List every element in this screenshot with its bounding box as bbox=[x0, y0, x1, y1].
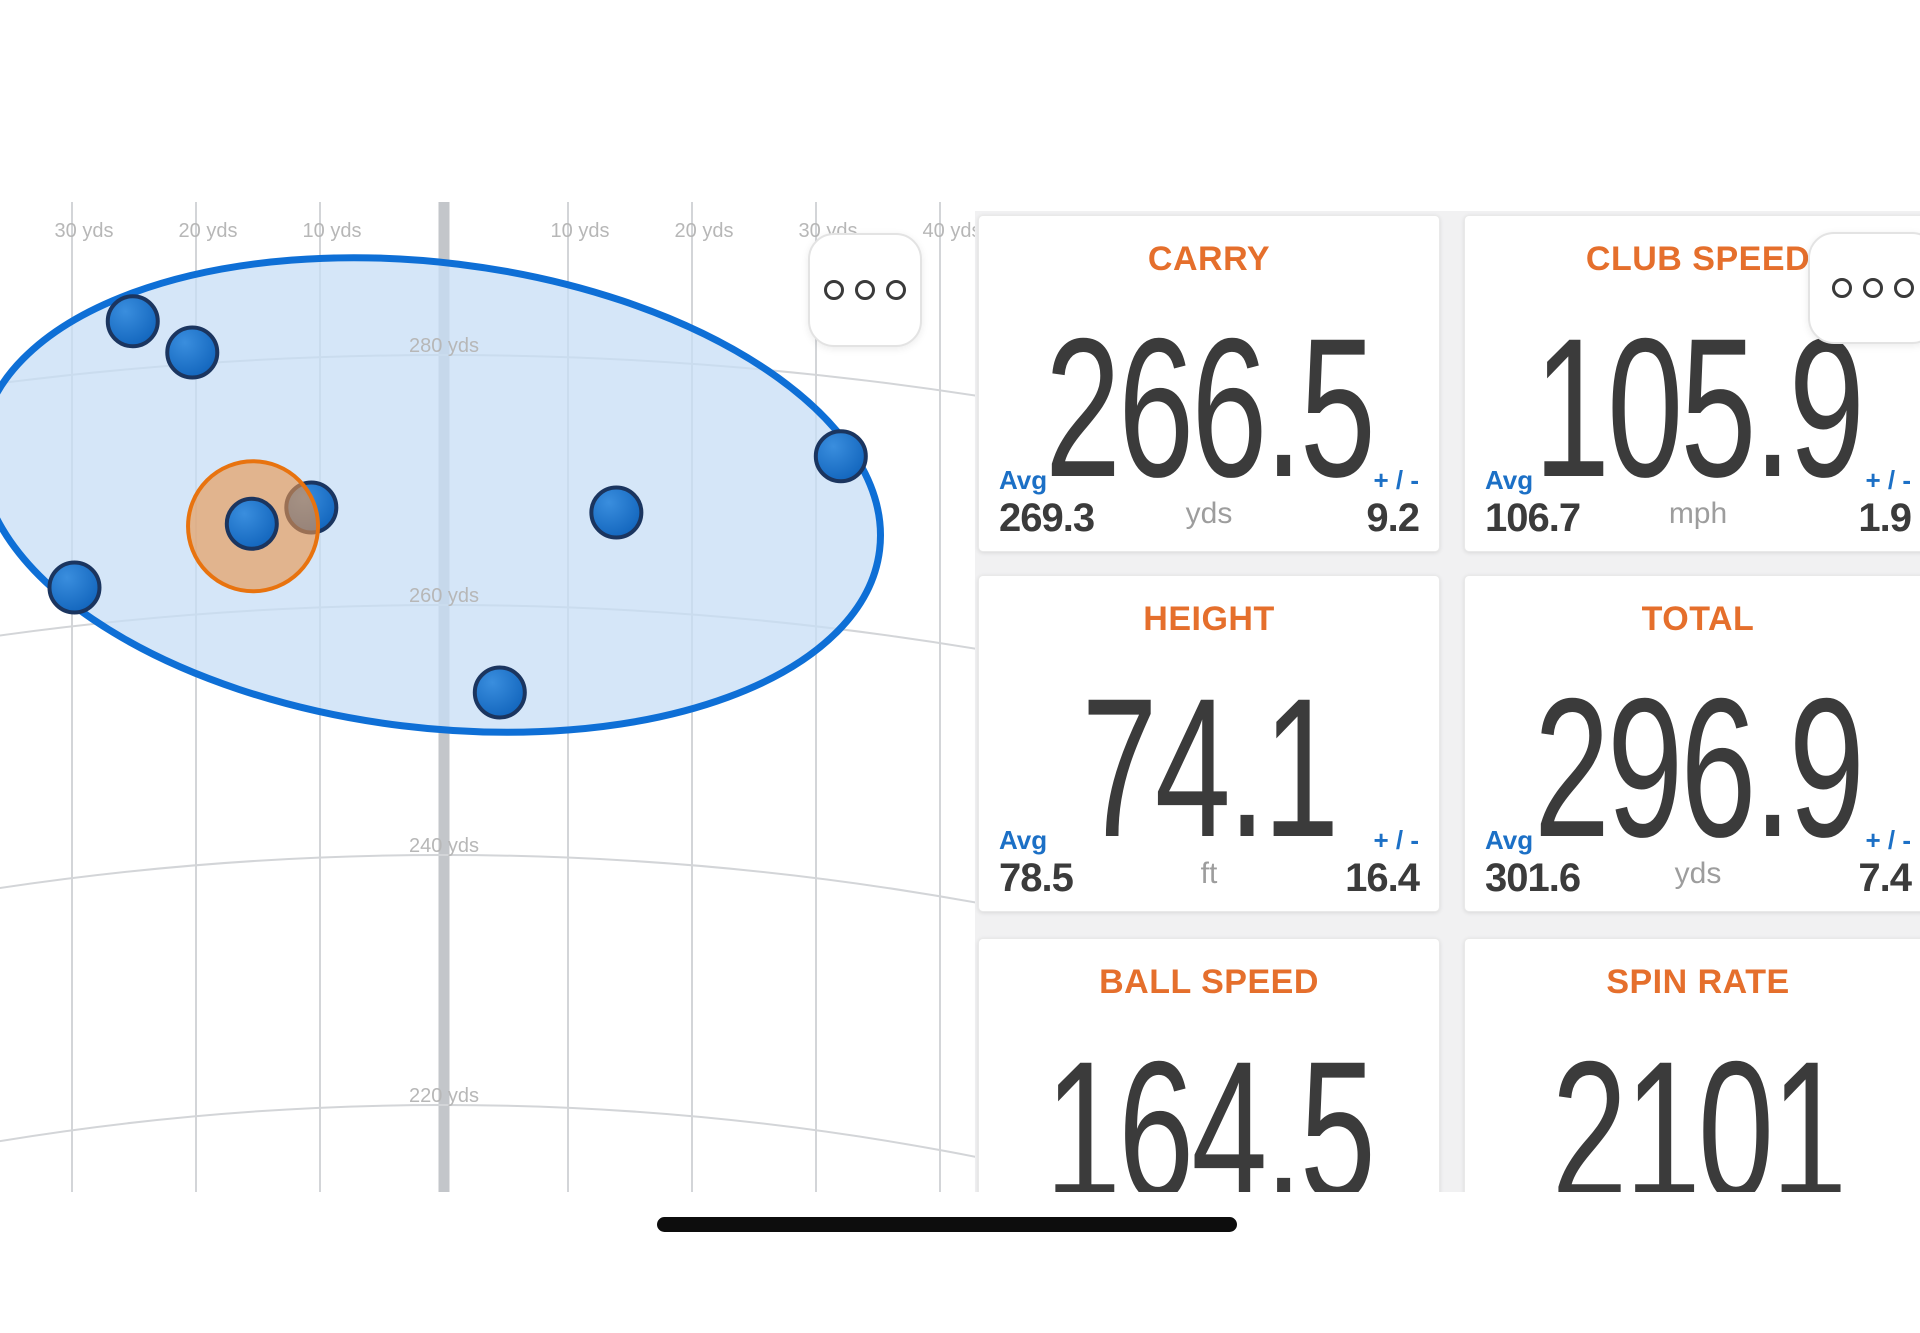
lateral-tick-label: 20 yds bbox=[179, 220, 238, 242]
shot-dot[interactable] bbox=[224, 496, 279, 551]
avg-label: Avg bbox=[999, 465, 1048, 495]
shot-dot[interactable] bbox=[165, 325, 220, 380]
avg-value: 301.6 bbox=[1485, 856, 1581, 900]
card-value: 296.9 bbox=[1533, 656, 1865, 878]
ellipsis-dot-icon bbox=[855, 280, 875, 300]
plus-minus-value: 1.9 bbox=[1858, 496, 1912, 540]
panel-more-options-button[interactable] bbox=[1808, 232, 1920, 344]
avg-label: Avg bbox=[1485, 465, 1534, 495]
stat-card-height[interactable]: HEIGHT 74.1 Avg 78.5 ft + / - 16.4 bbox=[978, 575, 1440, 912]
chart-more-options-button[interactable] bbox=[808, 233, 922, 347]
shot-dot[interactable] bbox=[472, 665, 527, 720]
unit-label: yds bbox=[1674, 857, 1722, 890]
stat-card-carry[interactable]: CARRY 266.5 Avg 269.3 yds + / - 9.2 bbox=[978, 215, 1440, 552]
shot-dot[interactable] bbox=[813, 429, 868, 484]
dispersion-ellipse bbox=[0, 254, 884, 736]
unit-label: mph bbox=[1668, 497, 1728, 530]
ellipsis-dot-icon bbox=[1894, 278, 1914, 298]
shot-dot[interactable] bbox=[47, 560, 102, 615]
avg-label: Avg bbox=[999, 825, 1048, 855]
card-title: BALL SPEED bbox=[1099, 963, 1319, 1001]
card-value: 74.1 bbox=[1081, 656, 1340, 878]
home-indicator[interactable] bbox=[657, 1217, 1237, 1232]
lateral-tick-label: 20 yds bbox=[675, 220, 734, 242]
avg-value: 269.3 bbox=[999, 496, 1095, 540]
distance-arc bbox=[0, 854, 975, 904]
plus-minus-label: + / - bbox=[1865, 465, 1911, 495]
shot-dot[interactable] bbox=[589, 485, 644, 540]
card-title: SPIN RATE bbox=[1606, 963, 1790, 1001]
unit-label: yds bbox=[1185, 497, 1233, 530]
lateral-tick-label: 40 yds bbox=[923, 220, 975, 242]
plus-minus-label: + / - bbox=[1373, 825, 1419, 855]
distance-arc bbox=[0, 1104, 975, 1159]
card-title: HEIGHT bbox=[1143, 600, 1275, 638]
stat-card-total[interactable]: TOTAL 296.9 Avg 301.6 yds + / - 7.4 bbox=[1464, 575, 1920, 912]
distance-arc-label: 240 yds bbox=[409, 835, 479, 857]
dispersion-chart: 220 yds 240 yds 260 yds 280 yds 30 yds 20 yds… bbox=[0, 202, 975, 1195]
dispersion-chart-area: 220 yds 240 yds 260 yds 280 yds 30 yds 20 yds… bbox=[0, 0, 975, 1195]
lateral-tick-label: 30 yds bbox=[55, 220, 114, 242]
card-title: CLUB SPEED bbox=[1585, 240, 1811, 278]
plus-minus-value: 7.4 bbox=[1858, 856, 1912, 900]
lateral-tick-label: 10 yds bbox=[303, 220, 362, 242]
shot-dot[interactable] bbox=[105, 294, 160, 349]
ellipsis-dot-icon bbox=[1863, 278, 1883, 298]
ellipsis-dot-icon bbox=[1832, 278, 1852, 298]
avg-label: Avg bbox=[1485, 825, 1534, 855]
plus-minus-value: 9.2 bbox=[1366, 496, 1420, 540]
stats-panel: CARRY 266.5 Avg 269.3 yds + / - 9.2 CLUB… bbox=[975, 211, 1920, 1275]
unit-label: ft bbox=[1200, 857, 1218, 890]
card-value: 266.5 bbox=[1044, 296, 1376, 518]
lateral-tick-label: 10 yds bbox=[551, 220, 610, 242]
bottom-system-strip bbox=[0, 1192, 1920, 1333]
stat-card-club-speed[interactable]: CLUB SPEED 105.9 Avg 106.7 mph + / - 1.9 bbox=[1464, 215, 1920, 552]
ellipsis-dot-icon bbox=[886, 280, 906, 300]
avg-value: 106.7 bbox=[1485, 496, 1581, 540]
plus-minus-label: + / - bbox=[1865, 825, 1911, 855]
plus-minus-value: 16.4 bbox=[1345, 856, 1420, 900]
card-value: 105.9 bbox=[1533, 296, 1865, 518]
distance-arc-label: 280 yds bbox=[409, 335, 479, 357]
ellipsis-dot-icon bbox=[824, 280, 844, 300]
distance-arc-label: 220 yds bbox=[409, 1085, 479, 1107]
plus-minus-label: + / - bbox=[1373, 465, 1419, 495]
card-title: CARRY bbox=[1147, 240, 1271, 278]
card-title: TOTAL bbox=[1641, 600, 1755, 638]
distance-arc-label: 260 yds bbox=[409, 585, 479, 607]
avg-value: 78.5 bbox=[999, 856, 1074, 900]
